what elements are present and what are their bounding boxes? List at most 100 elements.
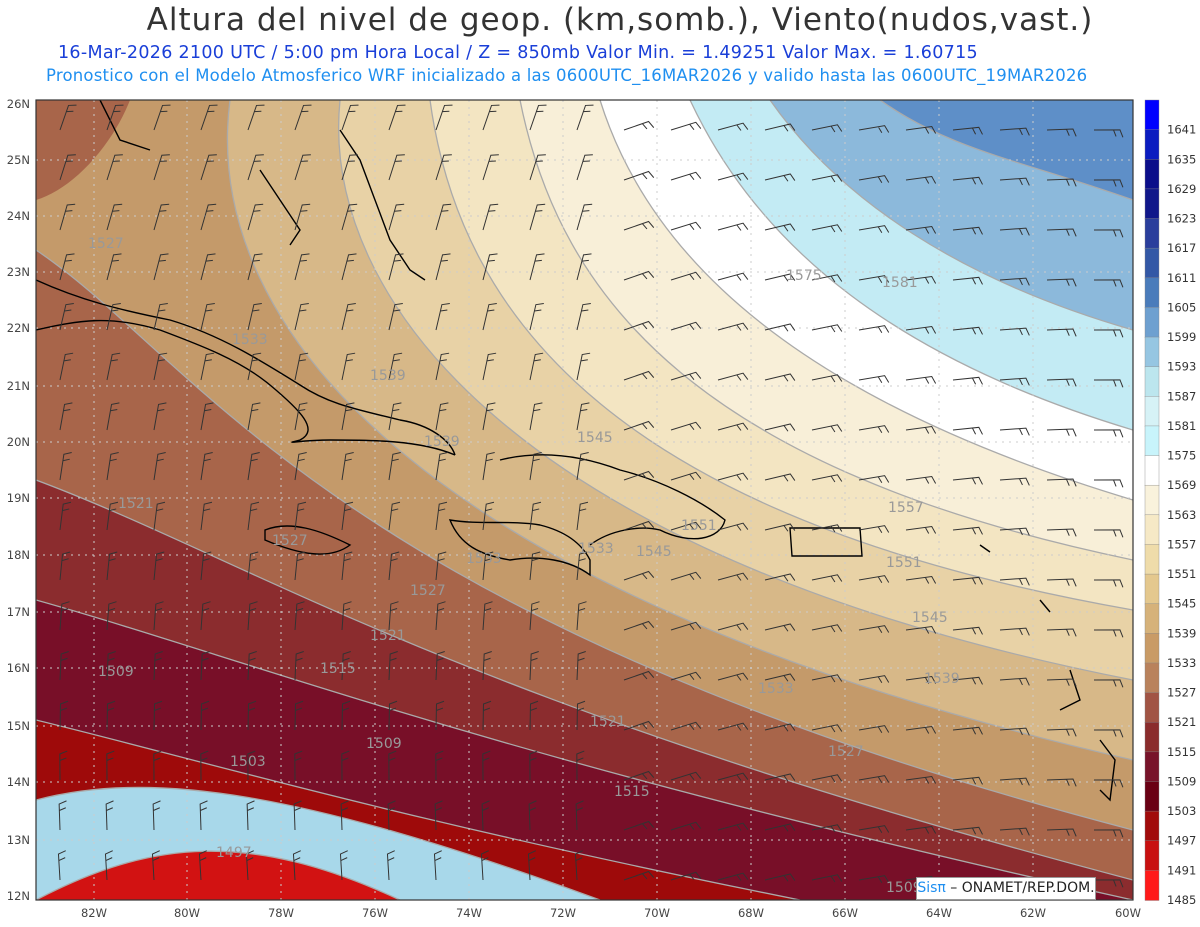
wind-barb — [58, 800, 67, 831]
wind-barb — [670, 571, 702, 581]
wind-barb — [952, 576, 983, 585]
wind-barb — [999, 277, 1030, 286]
wind-barb — [576, 501, 589, 531]
colorbar-label: 1527 — [1167, 686, 1196, 700]
wind-barb — [294, 104, 312, 131]
wind-barb — [952, 476, 983, 485]
wind-barb — [529, 253, 545, 281]
wind-barb — [529, 700, 539, 731]
wind-barb — [811, 674, 843, 683]
colorbar-label: 1575 — [1167, 449, 1196, 463]
wind-barb — [858, 875, 890, 883]
wind-barb — [670, 621, 702, 631]
wind-barb — [105, 800, 114, 831]
wind-barb — [858, 175, 890, 183]
wind-barb — [247, 551, 259, 581]
wind-barb — [388, 203, 405, 231]
lat-label: 12N — [7, 889, 30, 903]
wind-barb — [528, 800, 537, 831]
colorbar-label: 1593 — [1167, 360, 1196, 374]
wind-barb — [1046, 528, 1077, 537]
wind-barb — [435, 501, 448, 531]
wind-barb — [999, 127, 1030, 136]
contour-label: 1509 — [366, 736, 402, 752]
contour-label: 1527 — [410, 583, 446, 599]
lon-label: 68W — [738, 906, 764, 920]
wind-barb — [529, 750, 538, 781]
wind-barb — [435, 650, 445, 681]
wind-barb — [576, 650, 586, 681]
wind-barb — [153, 750, 162, 781]
contour-label: 1509 — [886, 880, 922, 896]
colorbar-swatch — [1144, 840, 1160, 872]
wind-barb — [200, 750, 209, 781]
lon-label: 76W — [362, 906, 388, 920]
wind-barb — [153, 402, 167, 431]
contour-label: 1533 — [578, 541, 614, 557]
wind-barb — [576, 700, 586, 731]
wind-barb — [59, 650, 69, 681]
wind-barb — [764, 723, 796, 732]
wind-barb — [106, 551, 118, 581]
wind-barb — [294, 650, 304, 681]
wind-barb — [623, 370, 655, 381]
wind-barb — [576, 551, 588, 581]
wind-barb — [341, 452, 354, 481]
colorbar-swatch — [1144, 129, 1160, 160]
wind-barb — [952, 376, 983, 385]
wind-barb — [153, 601, 164, 631]
wind-barb — [999, 827, 1030, 836]
wind-barb — [905, 425, 937, 434]
wind-barb — [670, 371, 702, 381]
wind-barb — [623, 270, 655, 281]
valid-time-subtitle: 16-Mar-2026 2100 UTC / 5:00 pm Hora Loca… — [58, 43, 978, 63]
wind-barb — [905, 175, 937, 184]
wind-barb — [153, 551, 165, 581]
wind-barb — [717, 272, 749, 281]
lat-label: 23N — [7, 265, 30, 279]
wind-barb — [576, 750, 585, 781]
wind-barb — [388, 104, 406, 131]
wind-barb — [293, 800, 302, 831]
wind-barb — [1046, 278, 1077, 287]
wind-barb — [858, 525, 890, 533]
wind-barb — [294, 551, 306, 581]
contour-label: 1533 — [232, 332, 268, 348]
colorbar-swatch — [1144, 188, 1160, 220]
map-title: Altura del nivel de geop. (km,somb.), Vi… — [146, 2, 1094, 38]
wind-barb — [482, 104, 500, 131]
wind-barb — [1046, 428, 1077, 437]
wind-barb — [106, 650, 116, 681]
wind-barb — [153, 352, 168, 381]
wind-barb — [999, 677, 1030, 686]
wind-barb — [198, 850, 207, 881]
wind-barb — [247, 601, 258, 631]
wind-barb — [1093, 879, 1124, 888]
wind-barb — [482, 154, 499, 181]
colorbar-label: 1629 — [1167, 182, 1196, 196]
colorbar-label: 1509 — [1167, 774, 1196, 788]
wind-barb — [59, 601, 70, 631]
contour-label: 1581 — [882, 275, 918, 291]
wind-barb — [905, 825, 937, 834]
contour-label: 1521 — [370, 628, 406, 644]
lat-label: 25N — [7, 153, 30, 167]
wind-barb — [529, 452, 542, 481]
latitude-labels: 26N 25N 24N 23N 22N 21N 20N 19N 18N 17N … — [7, 97, 30, 903]
wind-barb — [247, 700, 257, 731]
wind-barb — [999, 427, 1030, 436]
wind-barb — [717, 472, 749, 481]
wind-barb — [952, 826, 983, 835]
wind-barb — [717, 622, 749, 631]
contour-label: 1539 — [370, 368, 406, 384]
wind-barb — [1093, 679, 1124, 688]
contour-label: 1545 — [636, 544, 672, 560]
contour-label: 1545 — [912, 610, 948, 626]
wind-barb — [153, 203, 170, 231]
wind-barb — [341, 700, 351, 731]
wind-barb — [106, 501, 119, 531]
wind-barb — [952, 426, 983, 435]
colorbar-swatch — [1144, 484, 1160, 516]
wind-barb — [247, 750, 256, 781]
wind-barb — [294, 402, 308, 431]
